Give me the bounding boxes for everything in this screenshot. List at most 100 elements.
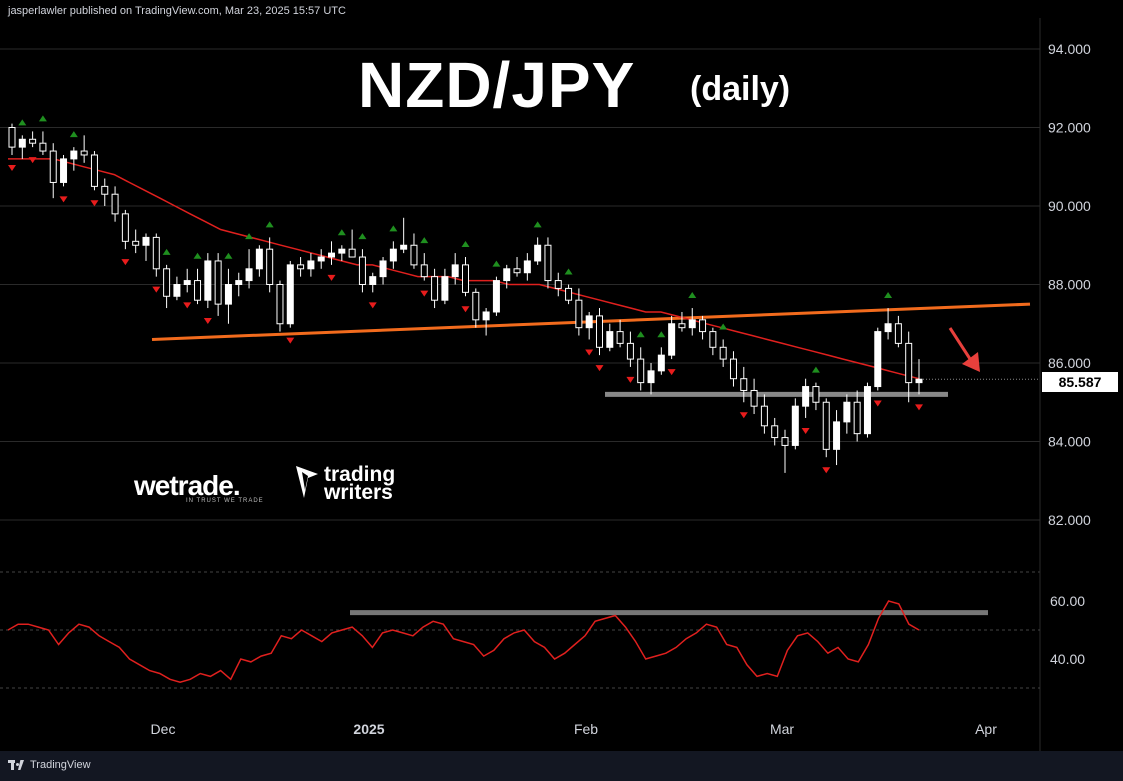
fractal-up-marker: [265, 221, 274, 228]
fractal-up-marker: [657, 331, 666, 338]
candle: [884, 308, 892, 340]
candle-body: [894, 323, 902, 344]
candle: [29, 131, 37, 148]
candle: [709, 327, 717, 356]
fractal-down-marker: [59, 196, 68, 203]
fractal-down-marker: [203, 318, 212, 325]
candle: [307, 253, 315, 277]
fractal-up-marker: [461, 241, 470, 248]
candle-body: [18, 138, 26, 148]
candle: [389, 241, 397, 269]
candle: [286, 260, 294, 328]
fractal-down-marker: [915, 404, 923, 411]
candle-body: [781, 437, 789, 446]
candle: [472, 288, 480, 328]
candle: [523, 253, 531, 281]
time-tick-label: Mar: [770, 721, 794, 737]
candle-body: [637, 358, 645, 384]
candle: [255, 245, 263, 277]
wetrade-logo: wetrade.: [134, 470, 241, 501]
candle-body: [750, 389, 758, 407]
candle-body: [822, 401, 830, 450]
candle-body: [389, 248, 397, 262]
trading-writers-pen-icon: [296, 466, 318, 498]
fractal-up-marker: [811, 366, 820, 373]
candle-body: [585, 315, 593, 329]
candle-body: [152, 236, 160, 270]
candle: [18, 135, 26, 159]
candle: [482, 308, 490, 336]
candle: [802, 378, 810, 418]
candle-body: [688, 319, 696, 329]
candle-body: [595, 315, 603, 348]
candle-body: [194, 280, 202, 301]
price-tick-label: 94.000: [1048, 41, 1091, 57]
candle-body: [565, 287, 573, 301]
candle-body: [915, 378, 923, 384]
candle: [492, 276, 500, 316]
candle: [420, 253, 428, 281]
candle-body: [760, 405, 768, 427]
candle-body: [348, 248, 356, 258]
fractal-down-marker: [368, 302, 377, 309]
candle-body: [369, 276, 377, 285]
bearish-arrow-shaft: [948, 327, 974, 363]
candle: [142, 233, 150, 261]
candle-body: [513, 268, 521, 274]
candle: [121, 209, 129, 250]
fractal-up-marker: [420, 237, 429, 244]
candle: [616, 319, 624, 348]
fractal-up-marker: [564, 268, 573, 275]
candle-body: [606, 331, 614, 348]
fractal-down-marker: [626, 376, 635, 383]
fractal-down-marker: [90, 200, 99, 207]
candle-body: [204, 260, 212, 301]
candle-body: [802, 386, 810, 407]
candle: [358, 249, 366, 293]
candle-body: [657, 354, 665, 372]
candle-body: [49, 150, 57, 183]
candle: [204, 253, 212, 309]
price-tick-label: 90.000: [1048, 198, 1091, 214]
time-tick-label: Apr: [975, 721, 997, 737]
footer-bar: TradingView: [0, 751, 1123, 781]
candle: [740, 366, 748, 403]
candle: [379, 257, 387, 285]
candle: [647, 363, 655, 395]
candle: [606, 323, 614, 352]
wetrade-tagline: IN TRUST WE TRADE: [186, 498, 264, 504]
candle-body: [410, 244, 418, 266]
candle: [39, 131, 47, 155]
candle: [245, 249, 253, 289]
candle-body: [905, 342, 913, 384]
bearish-arrow-head: [962, 352, 980, 372]
fractal-up-marker: [193, 252, 202, 259]
candle: [111, 186, 119, 222]
candle: [668, 315, 676, 360]
candle-body: [812, 386, 820, 403]
candle: [49, 143, 57, 199]
last-price-label: 85.587: [1042, 372, 1118, 392]
candle-body: [544, 244, 552, 282]
trading-writers-line2: writers: [324, 481, 393, 504]
candle-body: [472, 291, 480, 321]
candle: [183, 268, 191, 293]
candle: [90, 151, 98, 191]
candle: [163, 264, 171, 309]
candle: [771, 417, 779, 446]
candle: [235, 272, 243, 297]
candle: [410, 233, 418, 269]
fractal-down-marker: [121, 259, 130, 266]
candle: [462, 257, 469, 297]
candle-body: [90, 154, 98, 187]
candle-body: [647, 370, 655, 384]
candle: [266, 237, 274, 293]
candle: [451, 253, 459, 285]
candle-body: [482, 311, 490, 321]
rsi-tick-label: 40.00: [1050, 651, 1085, 667]
candle-body: [668, 323, 676, 356]
candle-body: [462, 264, 469, 293]
candle: [348, 229, 356, 258]
candle-body: [719, 346, 727, 360]
tradingview-brand[interactable]: TradingView: [8, 759, 91, 771]
